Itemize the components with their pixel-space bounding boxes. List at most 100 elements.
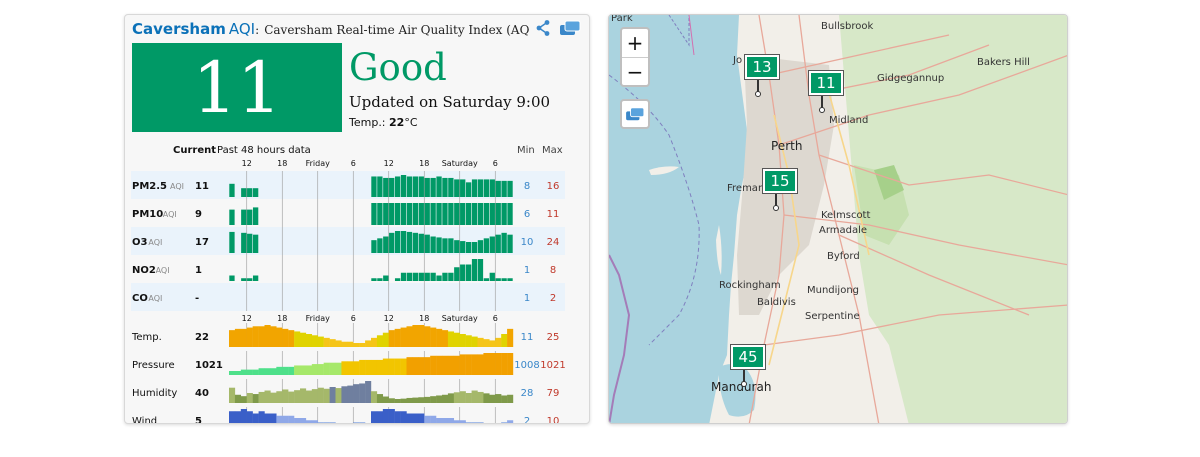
current-value: 9 bbox=[195, 209, 202, 220]
history-bar bbox=[359, 343, 366, 347]
history-bar bbox=[229, 231, 235, 253]
history-bar bbox=[323, 422, 330, 423]
city-name-link[interactable]: Caversham bbox=[132, 20, 226, 38]
history-bar bbox=[365, 340, 372, 347]
history-bar bbox=[264, 368, 271, 375]
history-bar bbox=[311, 364, 318, 375]
zoom-out-button[interactable]: − bbox=[622, 57, 648, 85]
history-bar bbox=[442, 272, 448, 281]
history-bar bbox=[246, 411, 253, 423]
history-bar bbox=[323, 388, 330, 403]
history-bar bbox=[477, 422, 484, 423]
station-marker[interactable]: 45 bbox=[730, 344, 766, 387]
min-value: 6 bbox=[524, 209, 530, 220]
station-marker[interactable]: 15 bbox=[762, 168, 798, 211]
history-bar bbox=[294, 418, 301, 423]
history-bar bbox=[335, 362, 342, 375]
colon: : bbox=[255, 23, 260, 37]
history-bar bbox=[495, 337, 502, 347]
aqi-status: Good bbox=[349, 46, 447, 89]
history-bar bbox=[252, 413, 259, 423]
history-bar bbox=[501, 353, 508, 375]
history-bar bbox=[489, 236, 495, 253]
history-bar bbox=[311, 420, 318, 423]
history-bar bbox=[288, 366, 295, 375]
pollutant-unit: AQI bbox=[148, 294, 162, 303]
min-value: 1 bbox=[524, 293, 530, 304]
history-bar bbox=[246, 393, 253, 403]
history-bar bbox=[246, 327, 253, 347]
max-header: Max bbox=[542, 145, 563, 156]
history-bar bbox=[241, 209, 247, 225]
history-bar bbox=[418, 357, 425, 375]
history-bar bbox=[383, 275, 389, 281]
history-bar bbox=[371, 337, 378, 347]
history-bar bbox=[353, 343, 360, 347]
history-bar bbox=[317, 336, 324, 347]
history-bar bbox=[436, 328, 443, 347]
marker-pole bbox=[821, 95, 823, 109]
history-bar bbox=[247, 278, 253, 281]
history-bar bbox=[258, 326, 265, 347]
history-bar bbox=[418, 233, 424, 253]
history-bar bbox=[394, 411, 401, 423]
time-tick-label: 12 bbox=[384, 159, 394, 168]
zoom-in-button[interactable]: + bbox=[626, 31, 644, 55]
pollutant-name: PM2.5 bbox=[132, 181, 167, 192]
time-tick-label: 12 bbox=[242, 314, 252, 323]
station-marker[interactable]: 13 bbox=[744, 54, 780, 97]
history-bar bbox=[229, 183, 235, 197]
marker-dot bbox=[819, 107, 825, 113]
history-bar bbox=[448, 272, 454, 281]
history-bar bbox=[465, 242, 472, 253]
history-bar bbox=[371, 240, 377, 253]
history-bar bbox=[507, 180, 513, 197]
history-bar bbox=[459, 334, 466, 347]
max-value: 2 bbox=[550, 293, 556, 304]
history-bar bbox=[436, 418, 443, 423]
history-bar bbox=[489, 340, 496, 347]
history-bar bbox=[382, 358, 389, 375]
marker-value: 11 bbox=[808, 70, 844, 96]
widget-header: Caversham AQI: Caversham Real-time Air Qu… bbox=[132, 19, 581, 39]
history-bar bbox=[305, 365, 313, 375]
history-bar bbox=[240, 396, 247, 403]
history-bar bbox=[471, 354, 478, 375]
share-icon[interactable] bbox=[535, 19, 551, 37]
history-bar bbox=[477, 203, 484, 225]
history-bar bbox=[400, 358, 407, 375]
time-tick-label: 6 bbox=[493, 314, 498, 323]
history-bar bbox=[495, 353, 502, 375]
widget-subtitle: Caversham Real-time Air Quality Index (A… bbox=[264, 23, 530, 37]
aqi-widget: Caversham AQI: Caversham Real-time Air Qu… bbox=[124, 14, 590, 424]
history-bar bbox=[454, 240, 460, 253]
history-bar bbox=[430, 415, 437, 423]
min-header: Min bbox=[517, 145, 535, 156]
min-value: 28 bbox=[521, 388, 534, 399]
history-bar bbox=[329, 387, 336, 403]
history-bar bbox=[447, 418, 455, 423]
max-value: 25 bbox=[547, 332, 560, 343]
history-bar bbox=[501, 232, 507, 253]
place-label: Rockingham bbox=[719, 280, 781, 291]
history-bar bbox=[424, 203, 430, 225]
history-bar bbox=[341, 341, 348, 347]
aqi-map[interactable]: Park Bullsbrook Bakers Hill Gidgegannup … bbox=[608, 14, 1068, 424]
updated-time: Updated on Saturday 9:00 bbox=[349, 93, 551, 111]
history-bar bbox=[418, 176, 424, 197]
history-bar bbox=[424, 272, 430, 281]
history-bar bbox=[406, 413, 413, 423]
place-label: Byford bbox=[827, 251, 860, 262]
station-marker[interactable]: 11 bbox=[808, 70, 844, 113]
history-bar bbox=[247, 209, 253, 225]
history-bar bbox=[400, 175, 407, 197]
history-bar bbox=[305, 390, 313, 403]
history-bar bbox=[282, 389, 289, 403]
history-bar bbox=[483, 393, 490, 403]
history-bar bbox=[436, 395, 443, 403]
layers-icon[interactable] bbox=[559, 19, 581, 37]
history-bar bbox=[300, 365, 307, 375]
history-bar bbox=[288, 415, 295, 423]
map-layers-button[interactable] bbox=[620, 99, 650, 129]
